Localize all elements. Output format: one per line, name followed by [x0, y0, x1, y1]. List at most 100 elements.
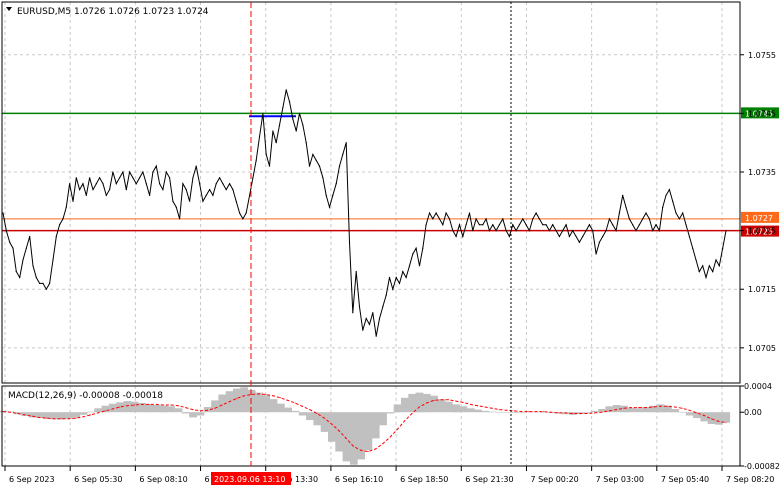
macd-bar	[393, 404, 402, 413]
macd-bar	[28, 412, 37, 418]
macd-bar	[255, 392, 263, 413]
price-point	[288, 101, 291, 103]
price-point	[512, 224, 514, 226]
price-point	[415, 247, 417, 249]
price-point	[262, 112, 264, 114]
price-point	[548, 230, 551, 232]
price-point	[42, 282, 44, 284]
x-tick-label: 6 Sep 08:10	[139, 475, 187, 484]
price-point	[405, 276, 407, 279]
macd-signal-point	[513, 410, 515, 412]
price-point	[199, 183, 201, 185]
y-tick-label: 1.0735	[748, 168, 776, 177]
macd-signal-point	[221, 404, 223, 406]
price-point	[12, 247, 14, 249]
price-point	[595, 253, 597, 255]
price-point	[565, 224, 567, 226]
price-point	[332, 194, 334, 196]
macd-signal-point	[440, 399, 442, 401]
macd-bar	[707, 412, 716, 424]
price-point	[505, 230, 507, 232]
macd-bar	[649, 405, 658, 413]
price-point	[428, 212, 431, 214]
macd-bar	[174, 408, 183, 413]
macd-signal-point	[353, 445, 354, 447]
macd-signal-point	[542, 411, 544, 413]
price-point	[515, 230, 517, 232]
price-point	[528, 230, 531, 232]
macd-bar	[130, 401, 139, 413]
macd-bar	[656, 404, 665, 413]
macd-y-tick-label: 0.0004	[744, 382, 772, 391]
price-point	[175, 206, 177, 208]
macd-signal-point	[426, 402, 428, 404]
price-point	[362, 329, 364, 331]
price-point	[488, 230, 490, 232]
macd-signal-point	[557, 412, 559, 414]
price-point	[368, 323, 371, 325]
price-point	[418, 265, 421, 267]
price-point	[455, 235, 457, 238]
price-point	[392, 288, 394, 290]
macd-bar	[349, 412, 358, 465]
price-point	[355, 271, 357, 273]
price-point	[338, 165, 341, 167]
price-point	[92, 189, 94, 191]
price-point	[692, 247, 694, 249]
macd-bar	[43, 412, 51, 419]
macd-bar	[466, 408, 475, 413]
macd-signal-point	[141, 403, 143, 405]
price-point	[122, 171, 124, 173]
price-point	[185, 189, 187, 191]
price-point	[285, 89, 287, 91]
price-point	[149, 194, 151, 196]
price-point	[292, 118, 294, 120]
level-price-box	[741, 225, 779, 237]
macd-bar	[342, 412, 351, 462]
price-point	[598, 241, 601, 243]
macd-bar	[503, 412, 512, 413]
macd-bar	[320, 412, 329, 432]
macd-signal-point	[681, 407, 683, 409]
price-point	[239, 212, 241, 214]
macd-bar	[65, 412, 73, 419]
price-point	[272, 130, 274, 132]
macd-bar	[583, 412, 592, 413]
price-point	[592, 230, 594, 232]
macd-signal-line	[2, 393, 727, 453]
price-point	[705, 276, 707, 279]
price-point	[558, 235, 561, 238]
macd-bar	[291, 410, 300, 413]
price-point	[278, 124, 281, 126]
macd-bar	[313, 412, 322, 426]
price-point	[328, 206, 331, 208]
price-point	[32, 265, 34, 267]
price-point	[72, 200, 74, 202]
macd-bar	[167, 406, 176, 413]
macd-bar	[21, 412, 30, 417]
macd-bar	[715, 412, 723, 425]
macd-signal-point	[579, 413, 581, 414]
price-point	[588, 224, 591, 226]
macd-signal-point	[163, 404, 165, 406]
price-point	[408, 265, 411, 267]
macd-signal-point	[455, 400, 457, 402]
macd-bar	[415, 392, 424, 413]
macd-bar	[700, 412, 709, 422]
price-point	[295, 130, 297, 132]
macd-signal-point	[82, 416, 84, 418]
price-point	[335, 183, 337, 185]
level-price-label: 1.0725	[745, 228, 773, 237]
macd-signal-point	[287, 399, 289, 401]
price-point	[189, 200, 191, 202]
price-point	[172, 200, 174, 202]
price-point	[715, 259, 717, 261]
price-point	[662, 206, 664, 208]
price-point	[182, 183, 184, 185]
price-point	[59, 224, 61, 226]
macd-signal-point	[550, 411, 552, 413]
macd-bar	[181, 412, 190, 414]
macd-bar	[386, 412, 395, 414]
price-point	[225, 189, 227, 191]
